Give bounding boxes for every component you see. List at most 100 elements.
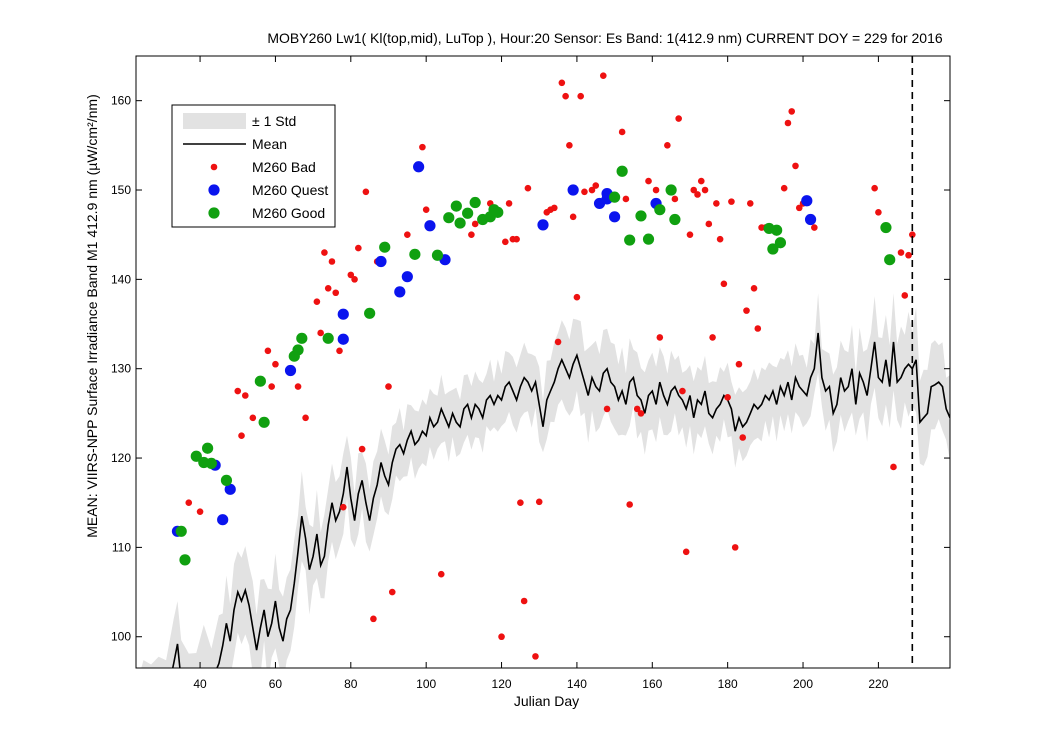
x-tick-label: 160: [642, 677, 662, 691]
bad-point: [294, 383, 302, 390]
quest-point: [804, 213, 817, 226]
bad-point: [566, 142, 573, 149]
good-point: [454, 217, 466, 229]
plot-frame: [135, 55, 951, 669]
bad-point: [302, 414, 309, 422]
bad-point: [784, 119, 792, 127]
good-point: [379, 241, 391, 253]
good-point: [624, 234, 636, 246]
bad-point: [909, 231, 916, 238]
good-point: [492, 206, 504, 218]
quest-point: [413, 161, 425, 173]
good-point: [190, 450, 202, 462]
bad-point: [577, 92, 584, 100]
std-band: [141, 293, 950, 668]
bad-point: [603, 405, 611, 413]
quest-point: [375, 255, 387, 268]
bad-point: [328, 258, 336, 265]
bad-point: [468, 231, 475, 238]
bad-point: [750, 284, 758, 292]
bad-point: [890, 463, 897, 471]
good-point: [884, 254, 896, 266]
bad-point: [622, 195, 630, 203]
bad-point: [339, 503, 347, 511]
x-tick-label: 120: [492, 677, 512, 691]
good-point: [179, 554, 191, 566]
bad-point: [569, 213, 577, 221]
bad-point: [780, 184, 788, 192]
bad-point: [626, 501, 633, 508]
good-point: [254, 375, 266, 387]
bad-point: [321, 249, 328, 256]
x-tick-label: 200: [793, 677, 813, 691]
good-point: [616, 165, 628, 177]
bad-point: [437, 570, 445, 578]
bad-point: [498, 633, 505, 641]
bad-point: [875, 209, 882, 216]
y-tick-label: 160: [111, 94, 131, 108]
good-point: [258, 416, 270, 428]
x-tick-label: 180: [718, 677, 738, 691]
good-point: [654, 204, 666, 216]
bad-point: [351, 276, 358, 283]
bad-point: [713, 200, 720, 207]
x-axis-label: Julian Day: [513, 693, 580, 709]
bad-point: [720, 280, 728, 288]
bad-point: [355, 244, 362, 252]
bad-point: [532, 653, 539, 660]
y-tick-label: 150: [111, 183, 131, 197]
bad-point: [241, 392, 249, 399]
x-tick-label: 80: [344, 677, 358, 691]
bad-point: [581, 188, 588, 196]
quest-point: [394, 286, 406, 298]
bad-point: [739, 434, 747, 441]
bad-point: [599, 72, 607, 79]
bad-point: [502, 238, 509, 246]
quest-point: [224, 483, 236, 495]
legend-label-mean: Mean: [252, 136, 287, 152]
legend-label-bad: M260 Bad: [252, 159, 316, 175]
bad-point: [517, 499, 524, 507]
good-point: [205, 457, 217, 470]
good-point: [175, 525, 187, 537]
bad-point: [675, 115, 682, 122]
bad-point: [347, 271, 355, 279]
quest-point: [337, 333, 349, 345]
bad-point: [716, 235, 724, 243]
bad-point: [724, 393, 731, 401]
quest-point: [424, 220, 436, 232]
legend-bad-marker: [210, 163, 218, 171]
bad-point: [731, 544, 739, 551]
x-tick-label: 40: [193, 677, 207, 691]
bad-point: [317, 329, 324, 337]
good-point: [220, 474, 233, 486]
chart-title: MOBY260 Lw1( Kl(top,mid), LuTop ), Hour:…: [267, 30, 943, 46]
bad-point: [671, 195, 679, 203]
quest-point: [284, 364, 297, 377]
x-tick-label: 220: [868, 677, 888, 691]
bad-point: [743, 307, 750, 314]
bad-point: [897, 249, 905, 256]
bad-point: [313, 298, 321, 305]
bad-point: [690, 186, 698, 194]
good-point: [665, 184, 677, 196]
bad-point: [264, 347, 272, 355]
bad-point: [905, 251, 912, 259]
quest-point: [567, 184, 579, 196]
bad-point: [238, 432, 245, 440]
bad-point: [234, 387, 242, 395]
bad-point: [588, 186, 596, 194]
bad-point: [664, 142, 671, 149]
bad-point: [701, 186, 709, 194]
mean-line: [171, 332, 950, 668]
bad-point: [656, 334, 664, 341]
bad-point: [592, 182, 600, 189]
legend: ± 1 Std Mean M260 Bad M260 Quest M260 Good: [171, 104, 336, 228]
bad-point: [694, 191, 701, 198]
bad-point: [370, 615, 377, 623]
bad-point: [388, 588, 396, 596]
y-tick-label: 100: [111, 630, 131, 644]
good-points-layer: [175, 165, 896, 566]
bad-point: [573, 293, 581, 301]
bad-point: [385, 383, 392, 390]
